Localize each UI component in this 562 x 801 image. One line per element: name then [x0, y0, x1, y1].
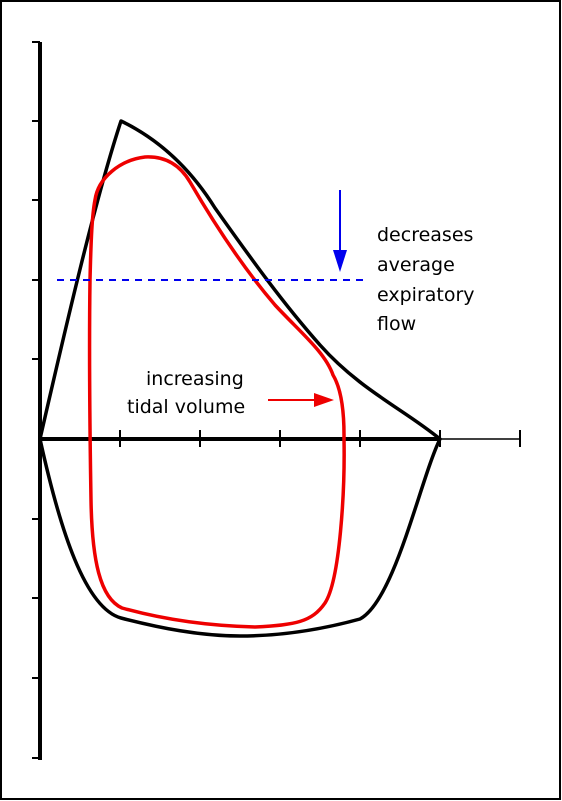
arrow-right-icon — [268, 393, 334, 407]
increased-tidal-volume-loop — [87, 155, 346, 629]
arrow-down-icon — [333, 190, 347, 272]
volume-axis — [40, 430, 521, 447]
flow-note-line: average — [377, 254, 455, 276]
volume-note-line: tidal volume — [127, 396, 245, 418]
flow-note-line: flow — [377, 313, 416, 335]
volume-note-line: increasing — [146, 368, 244, 390]
baseline-flow-volume-loop — [38, 119, 442, 638]
flow-annotation: decreases average expiratory flow — [377, 224, 475, 335]
flow-note-line: expiratory — [377, 284, 475, 306]
volume-annotation: increasing tidal volume — [127, 368, 245, 418]
flow-note-line: decreases — [377, 224, 473, 246]
flow-axis — [32, 41, 42, 760]
